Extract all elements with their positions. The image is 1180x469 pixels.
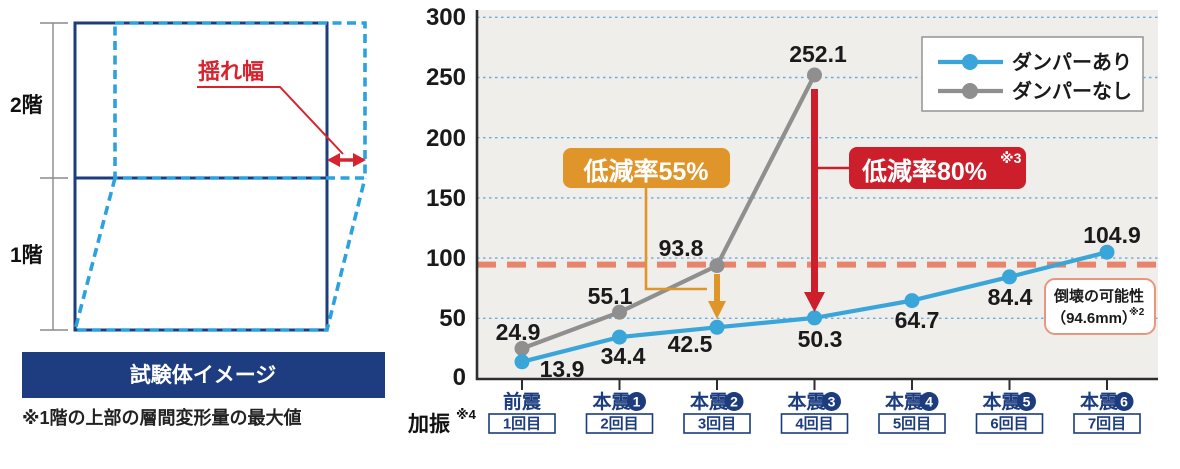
measurement-line <box>40 22 68 331</box>
annotation-80: 低減率80% ※3 <box>804 89 1026 312</box>
x-cat-6-number: 6 <box>1120 394 1128 410</box>
y-tick-200: 200 <box>426 125 466 152</box>
y-tick-150: 150 <box>426 185 466 212</box>
sway-line-chart: 300 250 200 150 100 50 0 <box>407 4 1158 436</box>
x-cat-1-number-circle-icon <box>627 392 646 411</box>
x-cat-5-number: 5 <box>1023 394 1031 410</box>
series-points-with-damper <box>514 244 1115 370</box>
x-cat-3-number-circle-icon <box>822 392 841 411</box>
x-run-3: 4回目 <box>795 416 833 433</box>
value-label: 252.1 <box>789 41 847 67</box>
x-cat-4: 本震 <box>885 390 924 413</box>
x-run-0: 1回目 <box>503 416 541 433</box>
threshold-note-box <box>1044 278 1156 335</box>
x-cat-2: 本震 <box>690 390 729 413</box>
legend-box <box>921 36 1144 112</box>
series-points-no-damper <box>514 67 822 356</box>
legend: ダンパーあり ダンパーなし <box>921 36 1144 112</box>
sway-leader-line <box>197 86 344 155</box>
value-label: 93.8 <box>659 235 704 261</box>
x-cat-5: 本震 <box>982 390 1021 413</box>
x-cat-4-number: 4 <box>925 394 933 410</box>
threshold-note-line2: （94.6mm） <box>1051 309 1137 327</box>
annotation-80-box <box>849 147 1026 189</box>
x-run-2: 3回目 <box>698 416 736 433</box>
caption-text: 試験体イメージ <box>130 363 277 387</box>
x-cat-3-number: 3 <box>828 394 836 410</box>
sway-label: 揺れ幅 <box>198 59 264 84</box>
y-tick-50: 50 <box>439 305 466 332</box>
data-labels-with-damper: 13.9 34.4 42.5 50.3 64.7 84.4 104.9 <box>540 222 1141 382</box>
value-label: 13.9 <box>540 356 585 382</box>
y-tick-100: 100 <box>426 245 466 272</box>
threshold-note-superscript: ※2 <box>1129 306 1145 318</box>
x-category-labels: 前震 本震 1 本震 2 本震 3 本震 4 本震 5 本震 6 <box>503 390 1134 413</box>
annotation-55-connector <box>644 188 707 291</box>
floor2-label: 2階 <box>10 94 43 117</box>
annotation-55-arrowhead-icon <box>708 301 726 319</box>
x-run-4: 5回目 <box>893 416 931 433</box>
axes <box>475 10 1158 381</box>
x-axis-title-superscript: ※4 <box>456 407 477 422</box>
diagram-note: ※1階の上部の層間変形量の最大値 <box>22 407 302 428</box>
sway-annotation: 揺れ幅 <box>197 59 366 167</box>
x-run-5: 6回目 <box>990 416 1028 433</box>
value-label: 24.9 <box>496 319 541 345</box>
series-with-damper <box>514 244 1115 370</box>
value-label: 55.1 <box>588 283 633 309</box>
floor1-label: 1階 <box>10 244 43 267</box>
building-deformed-frame <box>72 21 367 332</box>
x-cat-0: 前震 <box>503 390 542 413</box>
x-cat-1: 本震 <box>592 390 631 413</box>
x-ticks <box>521 379 1108 390</box>
value-label: 42.5 <box>668 331 713 357</box>
threshold-note: 倒壊の可能性 （94.6mm） ※2 <box>1044 278 1156 335</box>
x-cat-2-number-circle-icon <box>724 392 744 411</box>
value-label: 84.4 <box>988 284 1033 310</box>
specimen-diagram: 2階 1階 揺れ幅 試験体イメージ ※1階の上部の層間変形量の最大値 <box>10 21 385 428</box>
x-cat-5-number-circle-icon <box>1017 392 1036 411</box>
value-label: 104.9 <box>1083 222 1141 248</box>
y-tick-300: 300 <box>426 4 466 31</box>
legend-dot-with-damper-icon <box>962 54 978 70</box>
annotation-55-label: 低減率55% <box>582 157 708 186</box>
x-run-6: 7回目 <box>1088 416 1126 433</box>
legend-dot-no-damper-icon <box>962 83 978 99</box>
x-axis-title: 加振 <box>407 413 450 436</box>
x-run-boxes: 1回目 2回目 3回目 4回目 5回目 6回目 7回目 <box>488 413 1141 434</box>
y-tick-0: 0 <box>453 364 466 391</box>
caption-bar <box>22 352 385 398</box>
data-labels-no-damper: 24.9 55.1 93.8 252.1 <box>496 41 847 345</box>
x-cat-2-number: 2 <box>730 394 738 410</box>
value-label: 64.7 <box>895 307 940 333</box>
legend-label-with-damper: ダンパーあり <box>1012 50 1132 74</box>
sway-double-arrow-icon <box>327 153 366 167</box>
x-cat-6: 本震 <box>1080 390 1119 413</box>
x-cat-1-number: 1 <box>633 394 641 410</box>
annotation-80-label: 低減率80% <box>861 157 987 186</box>
x-run-box-rects <box>488 413 1141 434</box>
annotation-80-arrowhead-icon <box>804 292 825 312</box>
annotation-80-superscript: ※3 <box>1000 150 1022 166</box>
y-axis-labels: 300 250 200 150 100 50 0 <box>426 4 466 391</box>
x-run-box-labels: 1回目 2回目 3回目 4回目 5回目 6回目 7回目 <box>503 416 1126 433</box>
x-cat-3: 本震 <box>787 390 826 413</box>
annotation-55-box <box>563 148 730 188</box>
annotation-55: 低減率55% <box>563 148 730 319</box>
x-cat-6-number-circle-icon <box>1114 392 1134 411</box>
legend-label-no-damper: ダンパーなし <box>1012 79 1132 103</box>
y-tick-250: 250 <box>426 64 466 91</box>
value-label: 34.4 <box>601 343 646 369</box>
x-run-1: 2回目 <box>600 416 638 433</box>
value-label: 50.3 <box>798 326 843 352</box>
x-cat-4-number-circle-icon <box>919 392 939 411</box>
threshold-note-line1: 倒壊の可能性 <box>1053 287 1144 305</box>
